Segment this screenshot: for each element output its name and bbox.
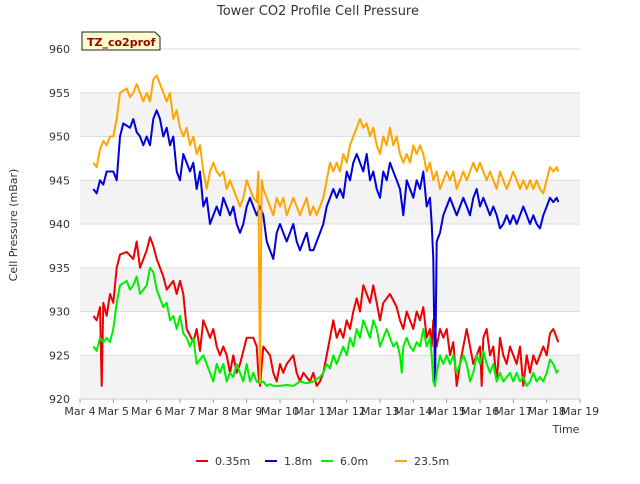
plot-background-bands <box>80 49 580 399</box>
legend-label: 0.35m <box>215 455 250 468</box>
x-tick-label: Mar 14 <box>394 405 432 418</box>
x-tick-label: Mar 12 <box>328 405 366 418</box>
site-badge-text: TZ_co2prof <box>87 36 156 49</box>
plot-band <box>80 136 580 181</box>
series-line-6-0m <box>92 266 560 387</box>
y-tick-label: 920 <box>49 393 70 406</box>
series-line-0-35m <box>92 236 560 387</box>
legend-label: 23.5m <box>414 455 449 468</box>
plot-band <box>80 267 580 312</box>
legend-label: 6.0m <box>340 455 368 468</box>
legend: 0.35m 1.8m 6.0m 23.5m <box>196 455 449 468</box>
site-badge: TZ_co2prof <box>81 31 161 51</box>
plot-band <box>80 49 580 93</box>
x-tick-label: Mar 17 <box>494 405 532 418</box>
site-badge-box <box>81 31 161 51</box>
x-tick-label: Mar 5 <box>98 405 129 418</box>
x-tick-label: Mar 4 <box>64 405 95 418</box>
y-tick-label: 925 <box>49 349 70 362</box>
x-axis-label: Time <box>552 423 580 436</box>
x-tick-label: Mar 10 <box>261 405 299 418</box>
legend-item: 0.35m <box>196 455 250 468</box>
plot-band <box>80 224 580 268</box>
legend-item: 6.0m <box>321 455 368 468</box>
x-tick-label: Mar 15 <box>428 405 466 418</box>
y-tick-label: 945 <box>49 174 70 187</box>
legend-item: 1.8m <box>265 455 312 468</box>
legend-label: 1.8m <box>284 455 312 468</box>
x-tick-label: Mar 7 <box>164 405 195 418</box>
x-tick-label: Mar 11 <box>294 405 332 418</box>
x-tick-label: Mar 9 <box>231 405 262 418</box>
y-tick-label: 950 <box>49 131 70 144</box>
y-tick-label: 960 <box>49 43 70 56</box>
x-tick-label: Mar 8 <box>198 405 229 418</box>
y-tick-label: 940 <box>49 218 70 231</box>
x-tick-label: Mar 6 <box>131 405 162 418</box>
data-series <box>92 74 560 387</box>
y-tick-label: 930 <box>49 306 70 319</box>
y-tick-label: 935 <box>49 262 70 275</box>
y-axis-label: Cell Pressure (mBar) <box>7 169 20 282</box>
series-line-23-5m <box>92 74 560 383</box>
x-tick-label: Mar 19 <box>561 405 599 418</box>
series-line-1-8m <box>92 109 560 387</box>
legend-item: 23.5m <box>395 455 449 468</box>
x-tick-label: Mar 13 <box>361 405 399 418</box>
x-tick-label: Mar 18 <box>528 405 566 418</box>
x-tick-label: Mar 16 <box>461 405 499 418</box>
chart-title: Tower CO2 Profile Cell Pressure <box>216 4 419 19</box>
y-tick-label: 955 <box>49 87 70 100</box>
plot-band <box>80 92 580 137</box>
